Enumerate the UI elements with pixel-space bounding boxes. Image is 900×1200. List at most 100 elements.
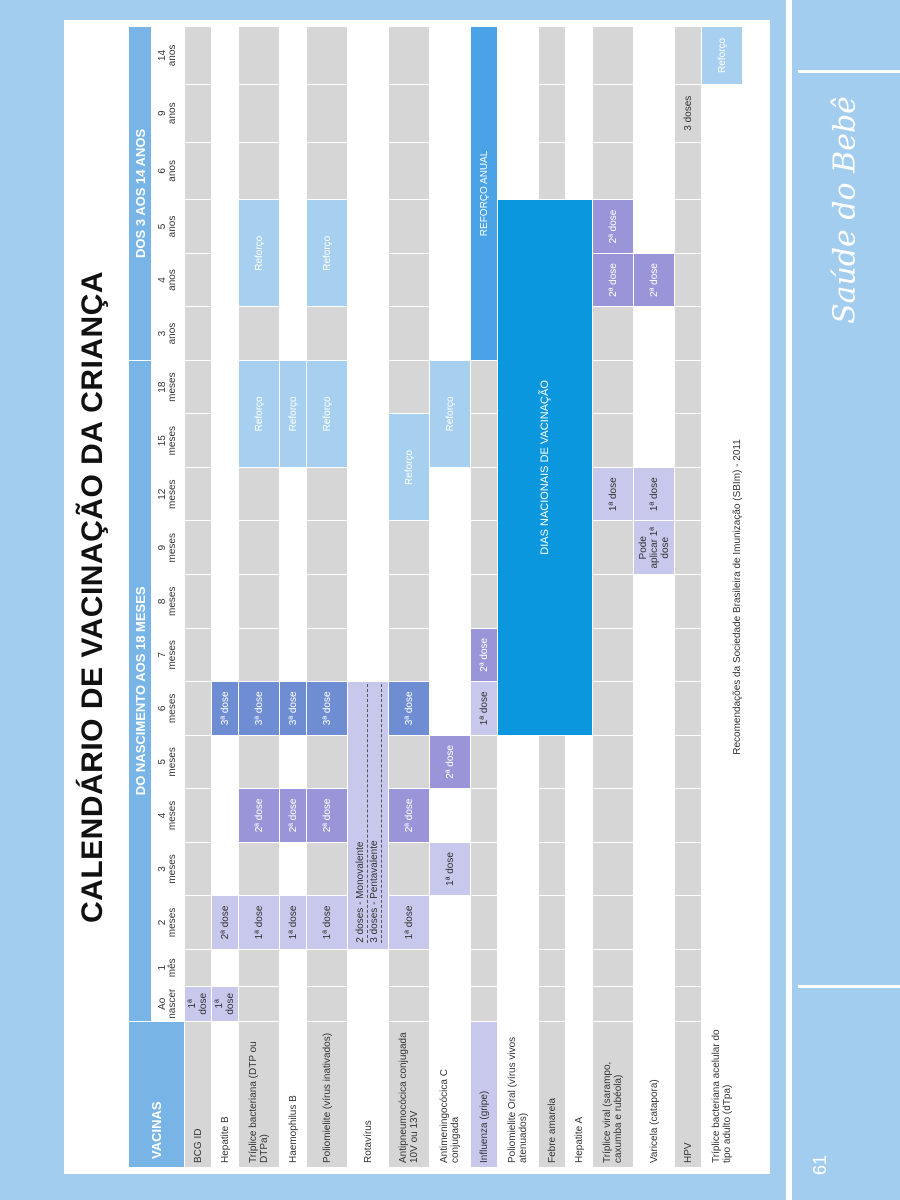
empty-cell bbox=[211, 949, 239, 987]
age-header: 4 meses bbox=[151, 788, 185, 843]
empty-cell bbox=[238, 520, 280, 575]
dose-cell: 2ª dose bbox=[306, 788, 348, 843]
empty-cell bbox=[538, 949, 566, 987]
empty-cell bbox=[184, 467, 212, 521]
empty-cell bbox=[538, 26, 566, 85]
empty-cell bbox=[470, 360, 498, 414]
age-header: 3 anos bbox=[151, 306, 185, 361]
empty-cell bbox=[674, 788, 702, 843]
empty-cell bbox=[184, 199, 212, 254]
empty-cell bbox=[347, 142, 389, 200]
empty-cell bbox=[674, 413, 702, 468]
booster-cell: Reforço bbox=[306, 199, 348, 307]
empty-cell bbox=[388, 949, 430, 987]
empty-cell bbox=[279, 467, 307, 521]
vaccine-name: BCG ID bbox=[184, 1021, 212, 1168]
empty-cell bbox=[674, 628, 702, 682]
empty-cell bbox=[347, 26, 389, 85]
dose-cell: 2ª dose bbox=[429, 735, 471, 789]
credit-note: Recomendações da Sociedade Brasileira de… bbox=[732, 439, 743, 755]
empty-cell bbox=[565, 986, 593, 1022]
empty-cell bbox=[347, 360, 389, 414]
dose-cell: 3ª dose bbox=[279, 681, 307, 736]
empty-cell bbox=[347, 84, 389, 143]
national-vaccination-days: DIAS NACIONAIS DE VACINAÇÃO bbox=[497, 199, 593, 736]
empty-cell bbox=[565, 142, 593, 200]
header-vacinas: VACINAS bbox=[128, 1021, 185, 1168]
empty-cell bbox=[238, 628, 280, 682]
empty-cell bbox=[592, 26, 634, 85]
empty-cell bbox=[388, 986, 430, 1022]
empty-cell bbox=[184, 788, 212, 843]
empty-cell bbox=[184, 574, 212, 629]
empty-cell bbox=[184, 142, 212, 200]
empty-cell bbox=[184, 520, 212, 575]
empty-cell bbox=[538, 788, 566, 843]
age-header: 3 meses bbox=[151, 842, 185, 896]
empty-cell bbox=[388, 628, 430, 682]
empty-cell bbox=[347, 413, 389, 468]
side-rule-top bbox=[798, 70, 900, 73]
empty-cell bbox=[497, 842, 539, 896]
page-title: CALENDÁRIO DE VACINAÇÃO DA CRIANÇA bbox=[76, 271, 109, 923]
empty-cell bbox=[211, 199, 239, 254]
empty-cell bbox=[388, 253, 430, 307]
empty-cell bbox=[211, 520, 239, 575]
age-header: 8 meses bbox=[151, 574, 185, 629]
empty-cell bbox=[592, 735, 634, 789]
age-header: 2 meses bbox=[151, 895, 185, 950]
rotavirus-monovalent: 2 doses - Monovalente bbox=[354, 684, 368, 943]
empty-cell bbox=[211, 788, 239, 843]
booster-cell: Reforço bbox=[238, 360, 280, 468]
empty-cell bbox=[238, 574, 280, 629]
row-mmr: Tríplice viral (sarampo, caxumba e rubéo… bbox=[592, 26, 634, 1168]
empty-cell bbox=[538, 84, 566, 143]
empty-cell bbox=[306, 628, 348, 682]
empty-cell bbox=[388, 26, 430, 85]
age-header: 5 meses bbox=[151, 735, 185, 789]
empty-cell bbox=[184, 735, 212, 789]
empty-cell bbox=[347, 628, 389, 682]
empty-cell bbox=[388, 142, 430, 200]
row-varicella: Varicela (catapora) Pode aplicar 1ª dose… bbox=[633, 26, 675, 1168]
empty-cell bbox=[279, 735, 307, 789]
age-header: 6 meses bbox=[151, 681, 185, 736]
empty-cell bbox=[306, 306, 348, 361]
empty-cell bbox=[279, 142, 307, 200]
age-header-row: Ao nascer 1 mês 2 meses 3 meses 4 meses 5 mese… bbox=[151, 26, 185, 1168]
dose-cell: 3ª dose bbox=[238, 681, 280, 736]
dose-cell: 3ª dose bbox=[211, 681, 239, 736]
rotated-content: CALENDÁRIO DE VACINAÇÃO DA CRIANÇA VACIN… bbox=[62, 22, 770, 1172]
vaccine-name: Hepatite B bbox=[211, 1021, 239, 1168]
brand-title: Saúde do Bebê bbox=[827, 96, 863, 324]
vaccine-name: Febre amarela bbox=[538, 1021, 566, 1168]
empty-cell bbox=[633, 949, 675, 987]
empty-cell bbox=[238, 142, 280, 200]
empty-cell bbox=[565, 788, 593, 843]
header-3-to-14: DOS 3 AOS 14 ANOS bbox=[128, 26, 152, 361]
empty-cell bbox=[211, 628, 239, 682]
empty-cell bbox=[429, 788, 471, 843]
empty-cell bbox=[306, 142, 348, 200]
row-hpv: HPV 3 doses bbox=[674, 26, 702, 1168]
empty-cell bbox=[429, 467, 471, 521]
empty-cell bbox=[238, 986, 280, 1022]
empty-cell bbox=[211, 84, 239, 143]
empty-cell bbox=[211, 253, 239, 307]
row-dtp: Tríplice bacteriana (DTP ou DTPa) 1ª dos… bbox=[238, 26, 280, 1168]
row-polio-inactivated: Poliomielite (vírus inativados) 1ª dose … bbox=[306, 26, 348, 1168]
dose-cell: 1ª dose bbox=[388, 895, 430, 950]
empty-cell bbox=[429, 142, 471, 200]
empty-cell bbox=[211, 735, 239, 789]
empty-cell bbox=[429, 306, 471, 361]
empty-cell bbox=[306, 842, 348, 896]
dose-cell: 3ª dose bbox=[306, 681, 348, 736]
empty-cell bbox=[674, 949, 702, 987]
empty-cell bbox=[429, 986, 471, 1022]
empty-cell bbox=[674, 306, 702, 361]
empty-cell bbox=[497, 735, 539, 789]
empty-cell bbox=[184, 360, 212, 414]
empty-cell bbox=[470, 788, 498, 843]
empty-cell bbox=[279, 520, 307, 575]
annual-booster-band: REFORÇO ANUAL bbox=[470, 26, 498, 361]
